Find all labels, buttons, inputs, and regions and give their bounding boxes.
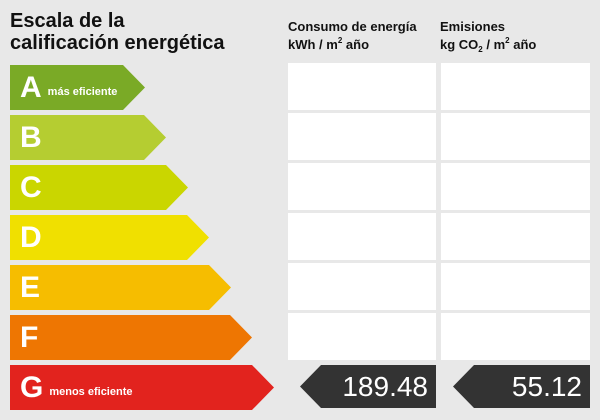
rating-arrow-b: B: [10, 115, 166, 160]
consumo-header-unit: kWh / m2 año: [288, 36, 370, 52]
rating-description: más eficiente: [47, 85, 118, 98]
emisiones-cell: [441, 313, 590, 360]
rating-row-d: D: [0, 213, 600, 260]
rating-letter: D: [20, 220, 42, 254]
rating-arrow-e: E: [10, 265, 231, 310]
rating-letter: F: [20, 320, 39, 354]
rating-letter: C: [20, 170, 42, 204]
consumo-cell: [288, 213, 436, 260]
rating-description: menos eficiente: [49, 385, 133, 398]
consumo-cell: [288, 313, 436, 360]
rating-letter: A: [20, 70, 42, 104]
emisiones-cell: [441, 163, 590, 210]
emisiones-column-header: Emisiones kg CO2 / m2 año: [440, 18, 536, 56]
rating-row-f: F: [0, 313, 600, 360]
emisiones-header-unit: kg CO2 / m2 año: [440, 36, 537, 54]
rating-arrow-d: D: [10, 215, 209, 260]
consumo-value-tag: 189.48: [300, 365, 436, 408]
emisiones-value-tag: 55.12: [453, 365, 590, 408]
title-line-1: Escala de la: [10, 10, 125, 32]
rating-row-e: E: [0, 263, 600, 310]
title-line-2: calificación energética: [10, 32, 225, 54]
rating-row-b: B: [0, 113, 600, 160]
consumo-header-line1: Consumo de energía: [288, 19, 417, 34]
emisiones-cell: [441, 63, 590, 110]
emisiones-cell: [441, 213, 590, 260]
rating-row-c: C: [0, 163, 600, 210]
consumo-cell: [288, 113, 436, 160]
rating-arrow-c: C: [10, 165, 188, 210]
rating-letter: B: [20, 120, 42, 154]
consumo-cell: [288, 63, 436, 110]
consumo-column-header: Consumo de energía kWh / m2 año: [288, 18, 417, 56]
rating-letter: E: [20, 270, 41, 304]
rating-letter: G: [20, 370, 44, 404]
emisiones-cell: [441, 113, 590, 160]
consumo-cell: [288, 263, 436, 310]
page-title: Escala de la calificación energética: [10, 10, 270, 54]
emisiones-header-line1: Emisiones: [440, 19, 506, 34]
consumo-cell: [288, 163, 436, 210]
emisiones-cell: [441, 263, 590, 310]
rating-arrow-f: F: [10, 315, 252, 360]
